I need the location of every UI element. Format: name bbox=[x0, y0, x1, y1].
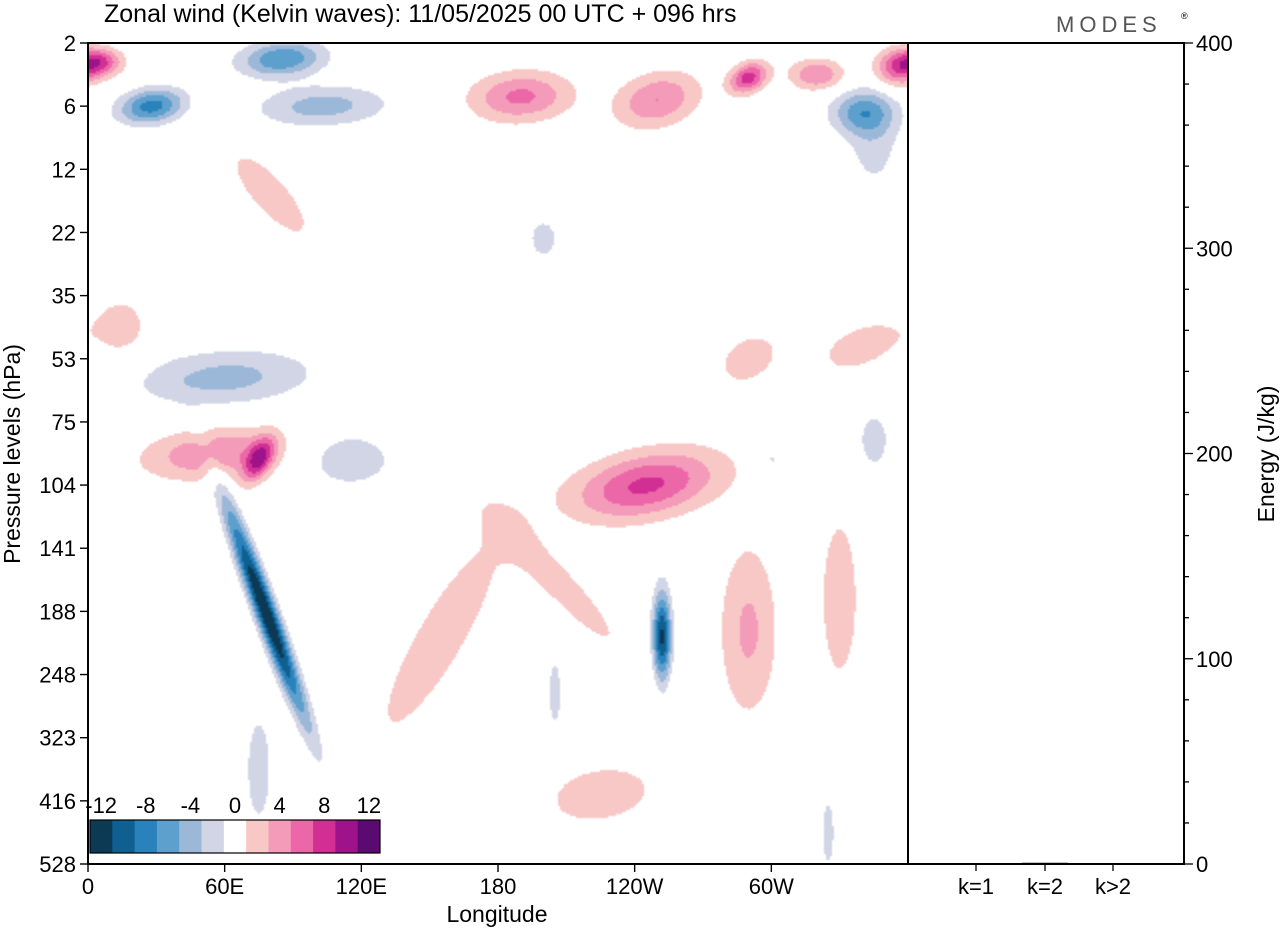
energy-axis-label: Energy (J/kg) bbox=[1253, 386, 1279, 523]
energy-plot-frame bbox=[907, 42, 1185, 865]
y-axis-label: Pressure levels (hPa) bbox=[0, 344, 25, 564]
colorbar-label: 8 bbox=[318, 793, 330, 818]
y-tick-label: 323 bbox=[39, 726, 76, 751]
y-tick-label: 6 bbox=[64, 94, 76, 119]
colorbar-swatch bbox=[223, 820, 247, 853]
y-tick-label: 528 bbox=[39, 852, 76, 877]
y-tick-label: 22 bbox=[52, 220, 76, 245]
energy-axis: 0 100 200 300 400 bbox=[1184, 31, 1233, 877]
x-tick-label: 0 bbox=[82, 874, 94, 899]
wind-heatmap bbox=[88, 43, 908, 864]
colorbar-swatch bbox=[90, 820, 113, 853]
energy-category-label: k=2 bbox=[1027, 874, 1063, 899]
colorbar-swatch bbox=[156, 820, 180, 853]
energy-tick-label: 400 bbox=[1196, 31, 1233, 56]
energy-bar bbox=[1022, 862, 1068, 864]
colorbar-swatch bbox=[313, 820, 336, 853]
y-tick-label: 53 bbox=[52, 347, 76, 372]
colorbar-swatch bbox=[335, 820, 359, 853]
x-tick-label: 180 bbox=[480, 874, 517, 899]
colorbar-swatch bbox=[201, 820, 225, 853]
colorbar-swatch bbox=[134, 820, 158, 853]
y-tick-label: 248 bbox=[39, 663, 76, 688]
energy-bar bbox=[953, 863, 999, 865]
colorbar-legend: -12 -8 -4 0 4 8 12 bbox=[85, 793, 381, 854]
colorbar-label: 4 bbox=[273, 793, 285, 818]
x-tick-label: 120E bbox=[336, 874, 387, 899]
colorbar-frame bbox=[89, 819, 381, 854]
chart-title: Zonal wind (Kelvin waves): 11/05/2025 00… bbox=[104, 0, 737, 28]
energy-tick-label: 200 bbox=[1196, 442, 1233, 467]
y-tick-label: 35 bbox=[52, 284, 76, 309]
brand-registered-mark: ® bbox=[1181, 11, 1188, 21]
colorbar-swatch bbox=[290, 820, 314, 853]
energy-bars: k=1 k=2 k>2 bbox=[953, 862, 1136, 899]
energy-category-label: k>2 bbox=[1095, 874, 1131, 899]
y-tick-label: 2 bbox=[64, 31, 76, 56]
y-tick-label: 104 bbox=[39, 473, 76, 498]
y-tick-label: 416 bbox=[39, 789, 76, 814]
y-tick-label: 12 bbox=[52, 157, 76, 182]
energy-tick-label: 300 bbox=[1196, 236, 1233, 261]
x-axis-label: Longitude bbox=[446, 901, 547, 927]
x-tick-label: 60E bbox=[205, 874, 244, 899]
energy-category-label: k=1 bbox=[958, 874, 994, 899]
y-tick-label: 188 bbox=[39, 599, 76, 624]
brand-logo: MODES bbox=[1056, 12, 1162, 37]
colorbar-swatch bbox=[112, 820, 136, 853]
x-tick-label: 60W bbox=[749, 874, 794, 899]
longitude-axis: 0 60E 120E 180 120W 60W bbox=[82, 864, 794, 899]
x-tick-label: 120W bbox=[606, 874, 664, 899]
colorbar-label: 0 bbox=[229, 793, 241, 818]
colorbar-swatch bbox=[246, 820, 269, 853]
heatmap-raster bbox=[88, 43, 908, 864]
pressure-axis: 2 6 12 22 35 53 75 104 141 188 248 323 416 528 bbox=[39, 31, 88, 877]
colorbar-label: -4 bbox=[181, 793, 201, 818]
colorbar-swatch bbox=[268, 820, 292, 853]
y-tick-label: 75 bbox=[52, 410, 76, 435]
colorbar-label: 12 bbox=[357, 793, 381, 818]
energy-tick-label: 100 bbox=[1196, 647, 1233, 672]
colorbar-swatch bbox=[357, 820, 381, 853]
y-tick-label: 141 bbox=[39, 536, 76, 561]
energy-tick-label: 0 bbox=[1196, 852, 1208, 877]
energy-bar bbox=[1090, 863, 1136, 865]
colorbar-swatch bbox=[179, 820, 202, 853]
colorbar-label: -12 bbox=[85, 793, 117, 818]
colorbar-label: -8 bbox=[136, 793, 156, 818]
